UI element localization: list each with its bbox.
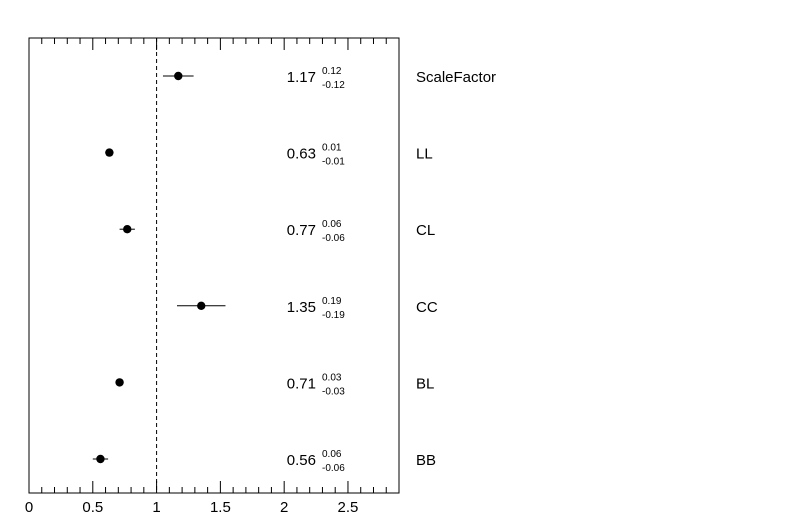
x-tick-label: 0.5 [82,499,103,516]
parameter-label: BL [416,375,434,392]
parameter-label: CL [416,222,435,239]
point-row: 1.17 0.12 -0.12 ScaleFactor [162,66,496,91]
parameter-label: CC [416,299,438,316]
x-tick-label: 1 [152,499,160,516]
error-up-label: 0.19 [322,296,342,307]
error-up-label: 0.01 [322,143,342,154]
error-up-label: 0.06 [322,449,342,460]
value-label: 1.17 [287,69,316,86]
x-tick-label: 0 [25,499,33,516]
x-tick-label: 1.5 [210,499,231,516]
error-down-label: -0.19 [322,310,345,321]
data-point [174,71,183,81]
error-down-label: -0.12 [322,80,345,91]
parameter-label: LL [416,146,433,163]
data-point [115,378,124,387]
plot-frame [28,37,400,494]
data-point [105,148,114,157]
value-label: 0.63 [287,146,316,163]
point-row: 0.63 0.01 -0.01 LL [105,143,433,168]
data-point [123,225,132,234]
data-point [197,301,206,310]
point-row: 0.56 0.06 -0.06 BB [92,449,436,474]
x-axis: 0 0.5 1 1.5 2 2.5 [25,38,400,516]
data-point [96,454,105,464]
value-label: 1.35 [287,299,316,316]
error-down-label: -0.03 [322,386,345,397]
value-label: 0.77 [287,222,316,239]
point-row: 0.71 0.03 -0.03 BL [115,372,434,397]
x-tick-label: 2 [280,499,288,516]
error-up-label: 0.12 [322,66,342,77]
error-up-label: 0.06 [322,219,342,230]
error-up-label: 0.03 [322,372,342,383]
parameter-label: BB [416,452,436,469]
x-tick-label: 2.5 [338,499,359,516]
point-row: 1.35 0.19 -0.19 CC [177,296,438,321]
error-down-label: -0.01 [322,157,345,168]
value-label: 0.71 [287,375,316,392]
error-down-label: -0.06 [322,463,345,474]
error-down-label: -0.06 [322,233,345,244]
parameter-label: ScaleFactor [416,69,496,86]
value-label: 0.56 [287,452,316,469]
point-row: 0.77 0.06 -0.06 CL [119,219,435,244]
